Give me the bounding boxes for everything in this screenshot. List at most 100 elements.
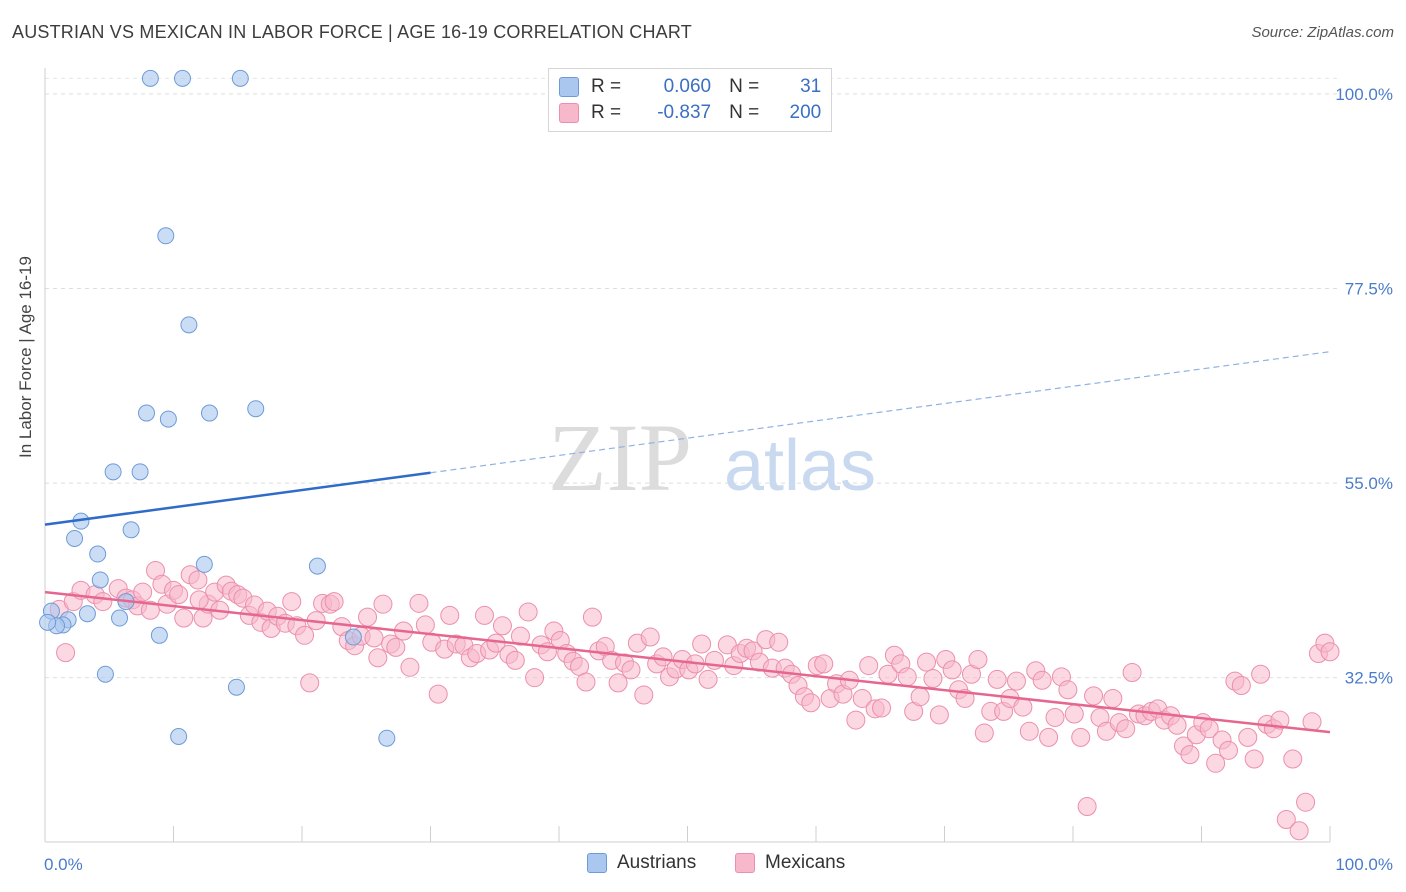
mexicans-point bbox=[505, 650, 525, 670]
source-label: Source: ZipAtlas.com bbox=[1251, 24, 1394, 41]
y-tick-label: 55.0% bbox=[1345, 474, 1393, 493]
mexicans-point bbox=[621, 660, 641, 680]
legend-item-austrians[interactable]: Austrians bbox=[587, 852, 696, 874]
axes bbox=[44, 68, 1331, 843]
mexicans-point bbox=[692, 634, 712, 654]
austrians-point bbox=[344, 628, 362, 646]
y-tick-label: 32.5% bbox=[1345, 669, 1393, 688]
mexicans-point bbox=[510, 626, 530, 646]
austrians-point bbox=[111, 609, 129, 627]
mexicans-point bbox=[582, 607, 602, 627]
series-legend: Austrians Mexicans bbox=[0, 852, 1406, 878]
austrians-point bbox=[195, 555, 213, 573]
watermark: ZIP atlas bbox=[548, 404, 876, 511]
watermark-zip: ZIP bbox=[548, 404, 692, 511]
mexicans-point bbox=[415, 615, 435, 635]
mexicans-point bbox=[1238, 727, 1258, 747]
mexicans-point bbox=[1320, 642, 1340, 662]
austrians-point bbox=[200, 404, 218, 422]
mexicans-point bbox=[518, 602, 538, 622]
austrians-point bbox=[170, 727, 188, 745]
austrians-point bbox=[231, 69, 249, 87]
trend-lines bbox=[44, 351, 1331, 734]
mexicans-point bbox=[801, 693, 821, 713]
mexicans-point bbox=[188, 570, 208, 590]
mexicans-point bbox=[1084, 686, 1104, 706]
mexicans-point bbox=[859, 656, 879, 676]
mexicans-point bbox=[1231, 675, 1251, 695]
mexicans-point bbox=[942, 660, 962, 680]
mexicans-point bbox=[525, 668, 545, 688]
mexicans-point bbox=[300, 673, 320, 693]
mexicans-point bbox=[1058, 680, 1078, 700]
mexicans-legend-swatch bbox=[735, 853, 755, 873]
mexicans-point bbox=[1006, 671, 1026, 691]
austrians-point bbox=[91, 571, 109, 589]
mexicans-swatch bbox=[559, 103, 579, 123]
mexicans-point bbox=[1039, 727, 1059, 747]
chart-title: AUSTRIAN VS MEXICAN IN LABOR FORCE | AGE… bbox=[12, 22, 692, 42]
mexicans-point bbox=[1276, 810, 1296, 830]
austrians-point bbox=[141, 69, 159, 87]
legend-n-value: 31 bbox=[800, 76, 822, 97]
legend-r-label: R = bbox=[591, 76, 622, 97]
austrians-trend-extension bbox=[430, 351, 1331, 474]
mexicans-point bbox=[1244, 749, 1264, 769]
watermark-atlas: atlas bbox=[724, 426, 876, 506]
mexicans-point bbox=[1071, 727, 1091, 747]
mexicans-point bbox=[923, 669, 943, 689]
austrians-point bbox=[247, 400, 265, 418]
mexicans-point bbox=[282, 592, 302, 612]
austrians-point bbox=[173, 69, 191, 87]
mexicans-point bbox=[386, 637, 406, 657]
austrians-legend-label: Austrians bbox=[617, 852, 697, 873]
x-tick-label: 0.0% bbox=[44, 855, 83, 874]
mexicans-point bbox=[400, 657, 420, 677]
mexicans-point bbox=[634, 685, 654, 705]
mexicans-point bbox=[1122, 662, 1142, 682]
mexicans-point bbox=[1045, 707, 1065, 727]
mexicans-point bbox=[1270, 710, 1290, 730]
mexicans-point bbox=[440, 605, 460, 625]
austrians-point bbox=[378, 729, 396, 747]
x-tick-label: 100.0% bbox=[1335, 855, 1393, 874]
austrians-points bbox=[39, 69, 396, 747]
mexicans-point bbox=[910, 687, 930, 707]
mexicans-point bbox=[169, 585, 189, 605]
mexicans-point bbox=[897, 667, 917, 687]
austrians-point bbox=[104, 463, 122, 481]
mexicans-point bbox=[1167, 715, 1187, 735]
mexicans-point bbox=[368, 648, 388, 668]
y-tick-label: 77.5% bbox=[1345, 280, 1393, 299]
austrians-point bbox=[159, 410, 177, 428]
mexicans-point bbox=[189, 590, 209, 610]
austrians-point bbox=[131, 463, 149, 481]
mexicans-point bbox=[608, 673, 628, 693]
mexicans-legend-label: Mexicans bbox=[765, 852, 846, 873]
mexicans-points bbox=[49, 560, 1340, 841]
mexicans-point bbox=[1064, 704, 1084, 724]
mexicans-point bbox=[409, 593, 429, 613]
mexicans-point bbox=[1116, 719, 1136, 739]
mexicans-point bbox=[653, 647, 673, 667]
austrians-point bbox=[66, 529, 84, 547]
mexicans-trend-line bbox=[44, 590, 1331, 734]
mexicans-point bbox=[846, 710, 866, 730]
legend-item-mexicans[interactable]: Mexicans bbox=[735, 852, 845, 874]
austrians-point bbox=[150, 626, 168, 644]
mexicans-point bbox=[1019, 721, 1039, 741]
legend-n-label: N = bbox=[729, 76, 760, 97]
tick-labels: 32.5% 55.0% 77.5% 100.0% 0.0% 100.0% bbox=[44, 85, 1393, 874]
mexicans-point bbox=[358, 607, 378, 627]
mexicans-point bbox=[974, 723, 994, 743]
legend-row-austrians: R = 0.060 N = 31 bbox=[559, 75, 821, 99]
mexicans-point bbox=[987, 669, 1007, 689]
mexicans-point bbox=[133, 582, 153, 602]
mexicans-point bbox=[814, 654, 834, 674]
mexicans-point bbox=[1077, 797, 1097, 817]
mexicans-point bbox=[576, 672, 596, 692]
mexicans-point bbox=[698, 669, 718, 689]
y-tick-label: 100.0% bbox=[1335, 85, 1393, 104]
mexicans-point bbox=[769, 632, 789, 652]
